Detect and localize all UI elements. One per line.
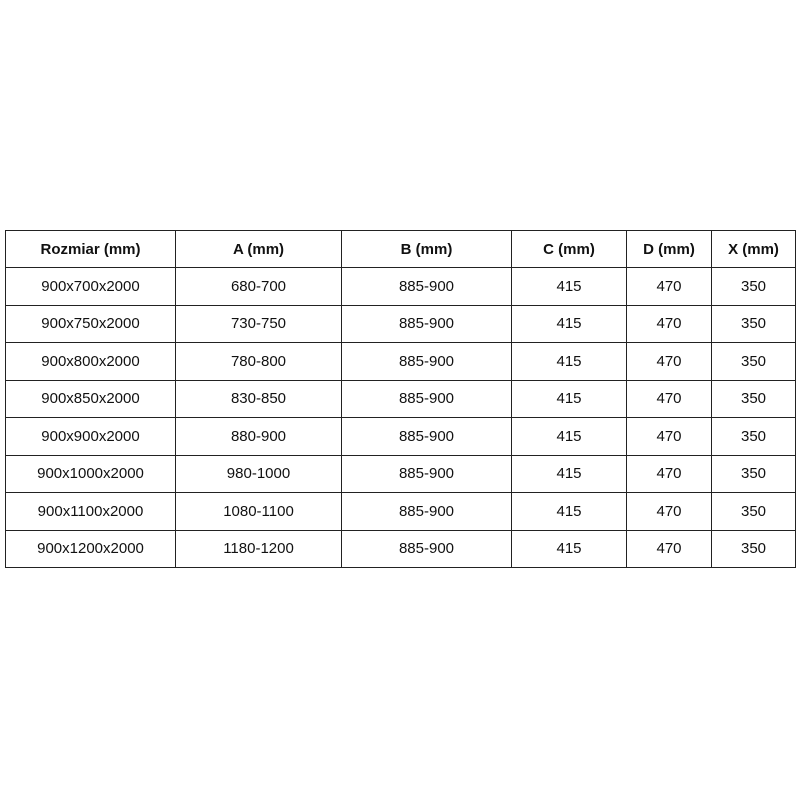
table-cell: 880-900	[175, 417, 342, 456]
table-cell: 900x800x2000	[5, 342, 176, 381]
table-cell: 415	[511, 417, 627, 456]
table-row: 900x800x2000 780-800 885-900 415 470 350	[5, 342, 796, 381]
table-cell: 350	[711, 417, 796, 456]
table-cell: 780-800	[175, 342, 342, 381]
table-row: 900x1200x2000 1180-1200 885-900 415 470 350	[5, 529, 796, 568]
table-row: 900x750x2000 730-750 885-900 415 470 350	[5, 304, 796, 343]
column-header: C (mm)	[511, 230, 627, 268]
table-cell: 885-900	[341, 454, 512, 493]
table-cell: 415	[511, 379, 627, 418]
table-cell: 470	[626, 267, 712, 306]
table-cell: 470	[626, 304, 712, 343]
column-header: B (mm)	[341, 230, 512, 268]
table-cell: 1080-1100	[175, 492, 342, 531]
table-cell: 885-900	[341, 529, 512, 568]
table-cell: 885-900	[341, 342, 512, 381]
table-cell: 415	[511, 529, 627, 568]
table-cell: 900x850x2000	[5, 379, 176, 418]
table-cell: 415	[511, 492, 627, 531]
table-cell: 900x1000x2000	[5, 454, 176, 493]
column-header: X (mm)	[711, 230, 796, 268]
table-cell: 470	[626, 492, 712, 531]
dimensions-table: Rozmiar (mm) A (mm) B (mm) C (mm) D (mm) X (m…	[5, 230, 796, 568]
column-header: Rozmiar (mm)	[5, 230, 176, 268]
table-cell: 830-850	[175, 379, 342, 418]
table-cell: 470	[626, 379, 712, 418]
table-cell: 900x750x2000	[5, 304, 176, 343]
table-cell: 900x1100x2000	[5, 492, 176, 531]
table-row: 900x900x2000 880-900 885-900 415 470 350	[5, 417, 796, 456]
table-cell: 470	[626, 529, 712, 568]
table-cell: 415	[511, 267, 627, 306]
table-cell: 885-900	[341, 417, 512, 456]
table-cell: 885-900	[341, 267, 512, 306]
table-cell: 900x700x2000	[5, 267, 176, 306]
table-cell: 350	[711, 342, 796, 381]
table-cell: 415	[511, 454, 627, 493]
table-cell: 470	[626, 454, 712, 493]
table-cell: 980-1000	[175, 454, 342, 493]
table-cell: 350	[711, 267, 796, 306]
table-cell: 350	[711, 379, 796, 418]
table-cell: 470	[626, 417, 712, 456]
table-cell: 680-700	[175, 267, 342, 306]
table-cell: 415	[511, 304, 627, 343]
table-cell: 350	[711, 529, 796, 568]
table-row: 900x850x2000 830-850 885-900 415 470 350	[5, 379, 796, 418]
column-header: D (mm)	[626, 230, 712, 268]
table-cell: 885-900	[341, 304, 512, 343]
table-cell: 900x900x2000	[5, 417, 176, 456]
table-cell: 1180-1200	[175, 529, 342, 568]
table-cell: 350	[711, 304, 796, 343]
table-cell: 730-750	[175, 304, 342, 343]
column-header: A (mm)	[175, 230, 342, 268]
table-header-row: Rozmiar (mm) A (mm) B (mm) C (mm) D (mm) X (m…	[5, 230, 796, 268]
table-cell: 350	[711, 454, 796, 493]
table-cell: 885-900	[341, 492, 512, 531]
table-cell: 885-900	[341, 379, 512, 418]
table-row: 900x1100x2000 1080-1100 885-900 415 470 350	[5, 492, 796, 531]
table-cell: 900x1200x2000	[5, 529, 176, 568]
table-cell: 470	[626, 342, 712, 381]
table-cell: 350	[711, 492, 796, 531]
table-cell: 415	[511, 342, 627, 381]
table-row: 900x1000x2000 980-1000 885-900 415 470 350	[5, 454, 796, 493]
table-row: 900x700x2000 680-700 885-900 415 470 350	[5, 267, 796, 306]
